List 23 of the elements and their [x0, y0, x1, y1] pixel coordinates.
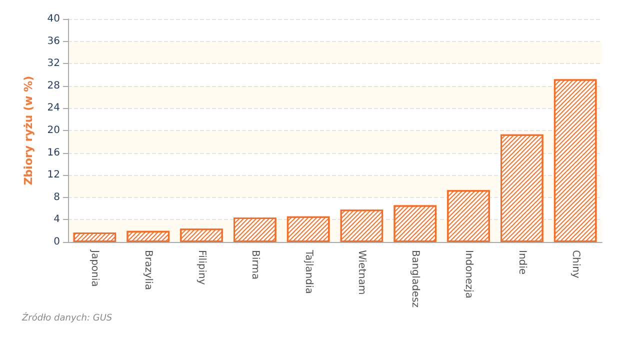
- x-tick-label: Indonezja: [463, 250, 474, 298]
- x-tick-label: Japonia: [89, 249, 100, 287]
- y-tick-label: 40: [47, 14, 60, 24]
- x-tick-label: Chiny: [570, 250, 581, 278]
- y-tick-label: 24: [47, 102, 60, 114]
- y-tick-label: 8: [54, 192, 60, 203]
- y-tick-label: 36: [47, 36, 60, 47]
- x-tick-label: Brazylia: [142, 250, 154, 290]
- y-tick-label: 28: [47, 80, 60, 92]
- x-tick-label: Bangladesz: [410, 250, 421, 308]
- y-tick-label: 12: [47, 170, 60, 181]
- x-tick-label: Birma: [249, 250, 260, 280]
- y-tick-label: 20: [47, 125, 60, 136]
- text: Źródło danych: GUS: [21, 312, 112, 324]
- y-axis-title: Zbiory ryżu (w %): [22, 76, 35, 186]
- x-tick-label: Filipiny: [196, 250, 207, 285]
- y-tick-label: 4: [54, 214, 60, 226]
- x-tick-label: Wietnam: [356, 250, 368, 295]
- y-tick-label: 0: [54, 236, 60, 248]
- x-tick-label: Tajlandia: [302, 249, 314, 294]
- y-tick-label: 16: [47, 147, 60, 158]
- x-tick-label: Indie: [516, 250, 528, 275]
- y-tick-label: 32: [47, 58, 60, 70]
